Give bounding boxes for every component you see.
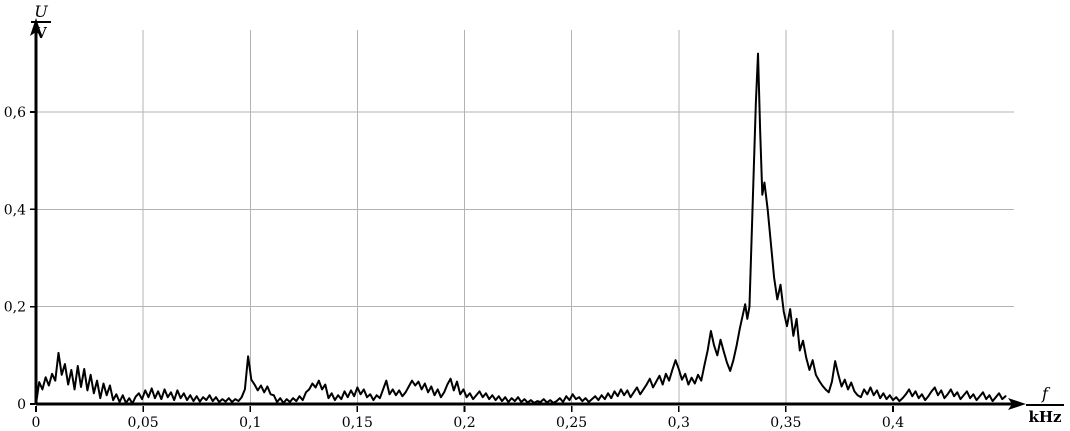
x-tick-label: 0,2 <box>453 415 475 431</box>
x-tick-marks <box>35 406 894 412</box>
spectrum-curve <box>35 52 1007 405</box>
x-tick-label: 0,3 <box>668 415 690 431</box>
x-grid-lines <box>142 30 894 404</box>
x-axis-arrow-icon <box>1008 398 1026 410</box>
x-tick-label: 0,25 <box>556 415 587 431</box>
x-tick-label: 0,35 <box>770 415 801 431</box>
x-tick-label: 0,1 <box>239 415 261 431</box>
x-tick-label: 0,05 <box>128 415 159 431</box>
x-axis-numerator: f <box>1041 384 1051 403</box>
x-tick-label: 0,15 <box>342 415 373 431</box>
y-axis-denominator: V <box>34 24 47 42</box>
y-tick-label: 0,2 <box>4 300 26 316</box>
y-grid-lines <box>36 111 1014 308</box>
x-axis-title: f kHz <box>1026 384 1064 426</box>
x-tick-label: 0 <box>32 415 41 431</box>
y-tick-labels: 0 0,2 0,4 0,6 <box>4 105 26 413</box>
x-tick-label: 0,4 <box>882 415 904 431</box>
y-axis-numerator: U <box>34 2 48 21</box>
y-tick-label: 0,4 <box>4 202 26 218</box>
axes <box>30 18 1026 410</box>
y-tick-label: 0 <box>17 397 26 413</box>
y-axis-title: U V <box>31 2 51 42</box>
y-tick-label: 0,6 <box>4 105 26 121</box>
x-tick-labels: 0 0,05 0,1 0,15 0,2 0,25 0,3 0,35 0,4 <box>32 415 905 431</box>
y-tick-marks <box>30 111 35 405</box>
y-axis-arrow-icon <box>30 18 42 36</box>
x-axis-denominator: kHz <box>1028 408 1062 426</box>
